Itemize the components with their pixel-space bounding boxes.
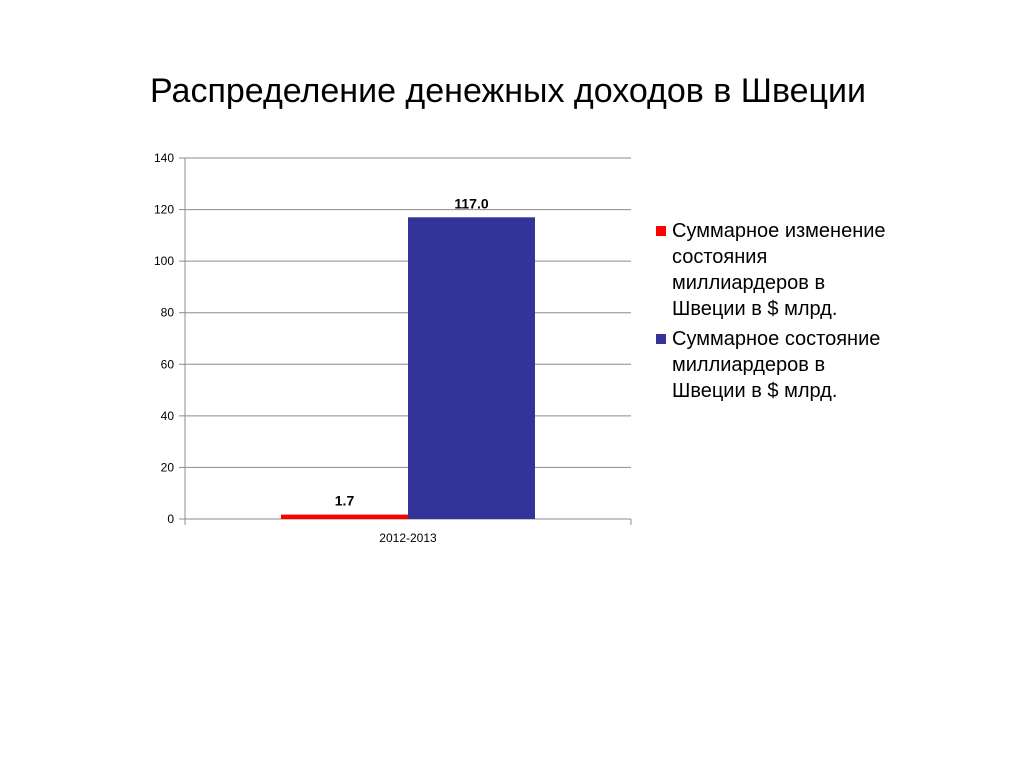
x-tick-label: 2012-2013 <box>379 531 437 545</box>
y-tick-label: 100 <box>154 254 174 268</box>
x-axis-ticks: 2012-2013 <box>379 531 437 545</box>
bars <box>281 217 535 520</box>
legend-item-total: Суммарное состояние миллиардеров в Швеци… <box>656 326 886 404</box>
y-tick-label: 20 <box>161 460 175 474</box>
bar <box>281 514 408 519</box>
y-axis-ticks: 0 20 40 60 80 100 120 140 <box>154 151 174 526</box>
bar <box>408 217 535 520</box>
y-tick-label: 80 <box>161 306 175 320</box>
bar-value-labels: 1.7 117.0 <box>335 195 489 508</box>
legend-item-change: Суммарное изменение состояния миллиардер… <box>656 218 886 322</box>
legend-swatch-red <box>656 226 666 236</box>
bar-value-label: 1.7 <box>335 493 355 509</box>
bar-value-label: 117.0 <box>454 195 488 211</box>
y-tick-label: 140 <box>154 151 174 165</box>
chart-title: Распределение денежных доходов в Швеции <box>150 72 867 110</box>
y-tick-label: 60 <box>161 357 175 371</box>
y-tick-label: 120 <box>154 203 174 217</box>
legend-label: Суммарное изменение состояния миллиардер… <box>672 220 886 320</box>
legend-swatch-blue <box>656 334 666 344</box>
legend: Суммарное изменение состояния миллиардер… <box>656 218 886 408</box>
legend-label: Суммарное состояние миллиардеров в Швеци… <box>672 328 881 402</box>
y-tick-label: 40 <box>161 409 175 423</box>
y-tick-label: 0 <box>167 512 174 526</box>
gridlines <box>179 157 632 525</box>
